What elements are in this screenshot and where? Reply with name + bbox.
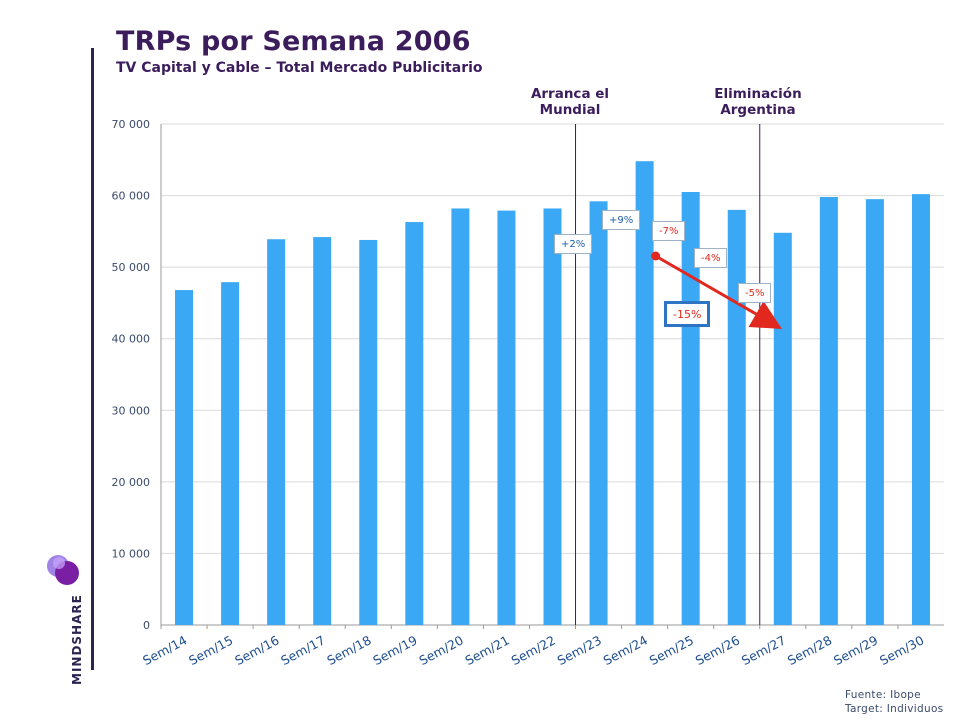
bar <box>589 201 608 625</box>
x-tick-label: Sem/25 <box>647 632 696 668</box>
bar <box>175 290 194 625</box>
mindshare-logo-icon <box>47 555 79 585</box>
x-tick-label: Sem/27 <box>739 632 788 668</box>
y-tick-label: 30 000 <box>112 404 151 417</box>
mindshare-wordmark: MINDSHARE <box>70 594 84 685</box>
drop-arrow <box>654 254 782 330</box>
bar <box>543 208 562 625</box>
bar <box>221 282 240 625</box>
event-label-mundial: Arranca el Mundial <box>500 86 640 118</box>
x-tick-label: Sem/15 <box>186 632 235 668</box>
bar <box>911 194 930 625</box>
y-tick-label: 20 000 <box>112 476 151 489</box>
bar <box>865 199 884 625</box>
x-tick-label: Sem/21 <box>462 632 511 668</box>
x-tick-label: Sem/22 <box>509 632 558 668</box>
x-tick-label: Sem/14 <box>140 632 189 668</box>
chart-subtitle: TV Capital y Cable – Total Mercado Publi… <box>116 60 483 76</box>
chart-title: TRPs por Semana 2006 <box>116 26 471 57</box>
bar <box>359 239 378 625</box>
x-tick-label: Sem/18 <box>324 632 373 668</box>
left-accent-rule <box>91 48 94 670</box>
x-tick-label: Sem/30 <box>877 632 926 668</box>
change-badge: +9% <box>602 210 641 230</box>
overall-change-badge: -15% <box>664 301 711 327</box>
change-badge: -5% <box>738 283 772 303</box>
x-tick-label: Sem/26 <box>693 632 742 668</box>
x-tick-label: Sem/17 <box>278 632 327 668</box>
bar <box>267 239 286 626</box>
x-tick-label: Sem/20 <box>416 632 465 668</box>
change-badge: -7% <box>652 221 686 241</box>
event-label-line: Arranca el <box>530 86 610 102</box>
bar <box>451 208 470 625</box>
x-tick-label: Sem/23 <box>555 632 604 668</box>
target-text: Target: Individuos <box>845 703 944 715</box>
event-label-line: Argentina <box>720 102 796 118</box>
event-label-eliminacion: Eliminación Argentina <box>688 86 828 118</box>
mindshare-logo <box>40 548 88 688</box>
bar <box>635 161 654 625</box>
change-badge: +2% <box>554 234 593 254</box>
y-tick-label: 0 <box>143 619 150 632</box>
event-label-line: Eliminación <box>714 86 802 102</box>
bar <box>727 209 746 625</box>
source-footer: Fuente: Ibope Target: Individuos <box>845 688 943 716</box>
y-tick-label: 10 000 <box>112 547 151 560</box>
x-tick-label: Sem/29 <box>831 632 880 668</box>
bar <box>819 197 838 625</box>
y-tick-label: 60 000 <box>112 190 151 203</box>
y-tick-label: 50 000 <box>112 261 151 274</box>
x-tick-label: Sem/28 <box>785 632 834 668</box>
x-tick-label: Sem/16 <box>232 632 281 668</box>
y-tick-label: 70 000 <box>112 118 151 131</box>
bar <box>497 210 516 625</box>
bar <box>681 191 700 625</box>
x-tick-label: Sem/24 <box>601 632 650 668</box>
y-tick-label: 40 000 <box>112 333 151 346</box>
bar <box>405 222 424 625</box>
bar <box>773 232 792 625</box>
change-badge: -4% <box>694 248 728 268</box>
source-text: Fuente: Ibope <box>845 689 921 701</box>
x-tick-label: Sem/19 <box>370 632 419 668</box>
bar <box>313 237 332 625</box>
event-label-line: Mundial <box>539 102 601 118</box>
